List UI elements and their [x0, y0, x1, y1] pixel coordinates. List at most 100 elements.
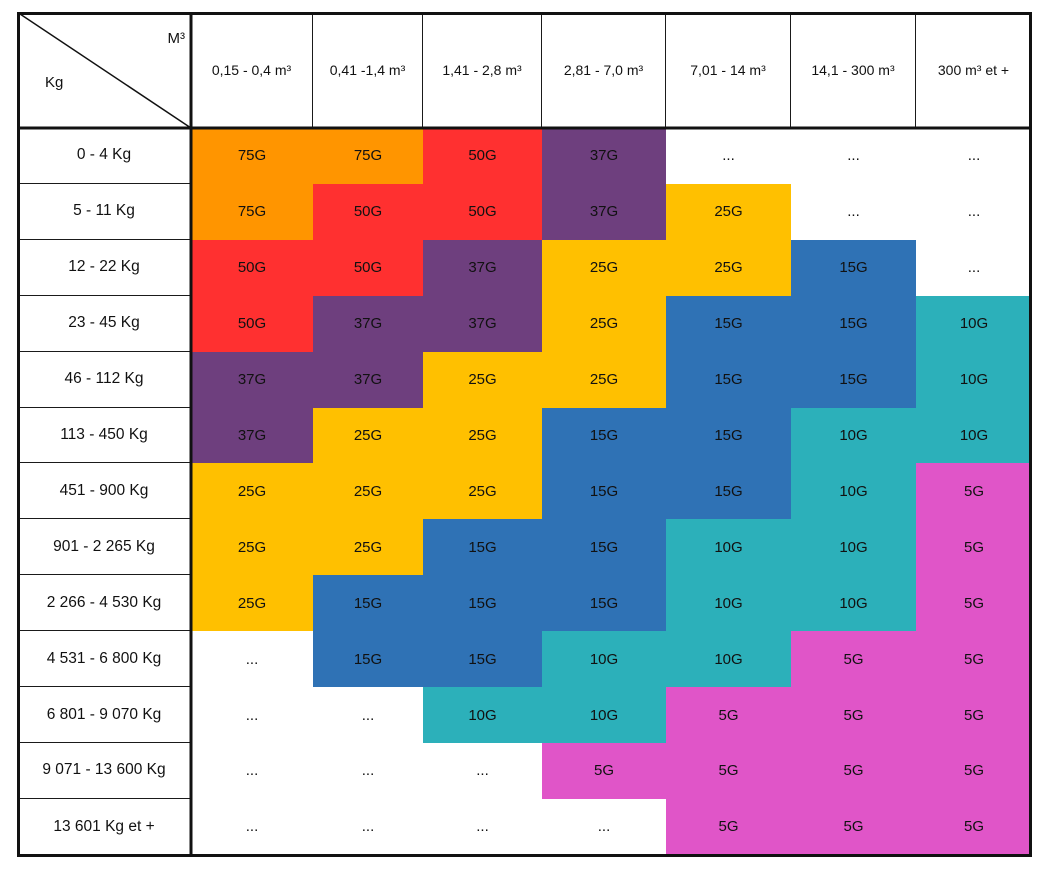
rating-table: M³ Kg 0,15 - 0,4 m³ 0,41 -1,4 m³ 1,41 - … — [17, 12, 1032, 857]
rating-cell: 15G — [791, 295, 916, 352]
row-label: 113 - 450 Kg — [17, 407, 191, 464]
corner-header: M³ Kg — [17, 12, 191, 128]
weight-axis-label: Kg — [45, 74, 64, 91]
rating-cell: ... — [916, 128, 1032, 184]
rating-cell: ... — [666, 128, 791, 184]
rating-cell: 25G — [191, 463, 313, 520]
rating-cell: 5G — [791, 798, 916, 855]
rating-cell: 15G — [423, 519, 542, 576]
row-label: 6 801 - 9 070 Kg — [17, 687, 191, 743]
column-header: 1,41 - 2,8 m³ — [423, 12, 542, 128]
column-header: 300 m³ et + — [916, 12, 1032, 128]
row-label: 2 266 - 4 530 Kg — [17, 575, 191, 632]
rating-cell: ... — [313, 687, 423, 743]
rating-cell: 37G — [191, 351, 313, 408]
column-header: 0,41 -1,4 m³ — [313, 12, 423, 128]
rating-cell: ... — [313, 798, 423, 855]
column-header: 14,1 - 300 m³ — [791, 12, 916, 128]
rating-cell: 25G — [423, 463, 542, 520]
rating-cell: 50G — [423, 128, 542, 184]
rating-cell: 15G — [666, 463, 791, 520]
rating-cell: 37G — [542, 183, 666, 240]
rating-cell: 50G — [313, 239, 423, 296]
rating-cell: ... — [191, 631, 313, 688]
volume-axis-label: M³ — [167, 30, 186, 47]
rating-cell: 15G — [666, 295, 791, 352]
rating-cell: 5G — [916, 798, 1032, 855]
rating-cell: 5G — [916, 463, 1032, 520]
rating-cell: 15G — [313, 631, 423, 688]
rating-cell: 50G — [191, 239, 313, 296]
rating-cell: 10G — [916, 295, 1032, 352]
rating-cell: 5G — [666, 798, 791, 855]
rating-cell: ... — [423, 798, 542, 855]
rating-cell: 5G — [791, 742, 916, 799]
rating-cell: 25G — [542, 239, 666, 296]
column-header: 0,15 - 0,4 m³ — [191, 12, 313, 128]
rating-cell: 10G — [542, 687, 666, 743]
rating-cell: 5G — [916, 687, 1032, 743]
rating-cell: 37G — [191, 407, 313, 464]
rating-cell: ... — [542, 798, 666, 855]
row-label: 23 - 45 Kg — [17, 295, 191, 352]
rating-cell: 15G — [791, 239, 916, 296]
rating-cell: ... — [423, 742, 542, 799]
rating-cell: 25G — [666, 183, 791, 240]
rating-cell: 75G — [191, 183, 313, 240]
row-label: 901 - 2 265 Kg — [17, 519, 191, 576]
rating-cell: 75G — [191, 128, 313, 184]
rating-cell: 25G — [542, 351, 666, 408]
rating-cell: 15G — [313, 575, 423, 632]
rating-cell: 75G — [313, 128, 423, 184]
rating-cell: 25G — [423, 351, 542, 408]
rating-cell: 10G — [423, 687, 542, 743]
rating-cell: 5G — [791, 687, 916, 743]
rating-cell: 10G — [791, 407, 916, 464]
rating-cell: 37G — [423, 239, 542, 296]
row-label: 4 531 - 6 800 Kg — [17, 631, 191, 688]
rating-cell: 10G — [791, 519, 916, 576]
rating-cell: 5G — [666, 742, 791, 799]
rating-cell: 10G — [916, 407, 1032, 464]
rating-cell: 25G — [313, 463, 423, 520]
rating-cell: 25G — [313, 519, 423, 576]
rating-cell: 5G — [916, 742, 1032, 799]
rating-cell: 10G — [916, 351, 1032, 408]
rating-cell: 15G — [542, 519, 666, 576]
rating-cell: 37G — [313, 295, 423, 352]
rating-cell: 5G — [791, 631, 916, 688]
rating-cell: 25G — [666, 239, 791, 296]
rating-cell: 5G — [666, 687, 791, 743]
rating-cell: 10G — [666, 631, 791, 688]
rating-cell: 15G — [423, 575, 542, 632]
rating-cell: 5G — [916, 631, 1032, 688]
rating-cell: ... — [313, 742, 423, 799]
rating-cell: 15G — [666, 407, 791, 464]
rating-cell: 10G — [666, 575, 791, 632]
rating-cell: ... — [191, 798, 313, 855]
column-header: 7,01 - 14 m³ — [666, 12, 791, 128]
rating-cell: 15G — [423, 631, 542, 688]
rating-cell: 15G — [542, 463, 666, 520]
rating-cell: 25G — [542, 295, 666, 352]
row-label: 46 - 112 Kg — [17, 351, 191, 408]
row-label: 451 - 900 Kg — [17, 463, 191, 520]
rating-cell: 37G — [423, 295, 542, 352]
rating-cell: 37G — [313, 351, 423, 408]
rating-cell: ... — [791, 128, 916, 184]
rating-cell: 15G — [791, 351, 916, 408]
rating-cell: 25G — [191, 519, 313, 576]
rating-cell: ... — [191, 742, 313, 799]
rating-cell: 15G — [542, 407, 666, 464]
rating-cell: ... — [916, 239, 1032, 296]
rating-cell: ... — [791, 183, 916, 240]
rating-cell: 5G — [916, 575, 1032, 632]
rating-cell: 10G — [791, 463, 916, 520]
rating-cell: 37G — [542, 128, 666, 184]
rating-cell: ... — [916, 183, 1032, 240]
rating-cell: 10G — [542, 631, 666, 688]
rating-cell: 5G — [542, 742, 666, 799]
rating-cell: 10G — [666, 519, 791, 576]
row-label: 0 - 4 Kg — [17, 128, 191, 184]
row-label: 12 - 22 Kg — [17, 239, 191, 296]
